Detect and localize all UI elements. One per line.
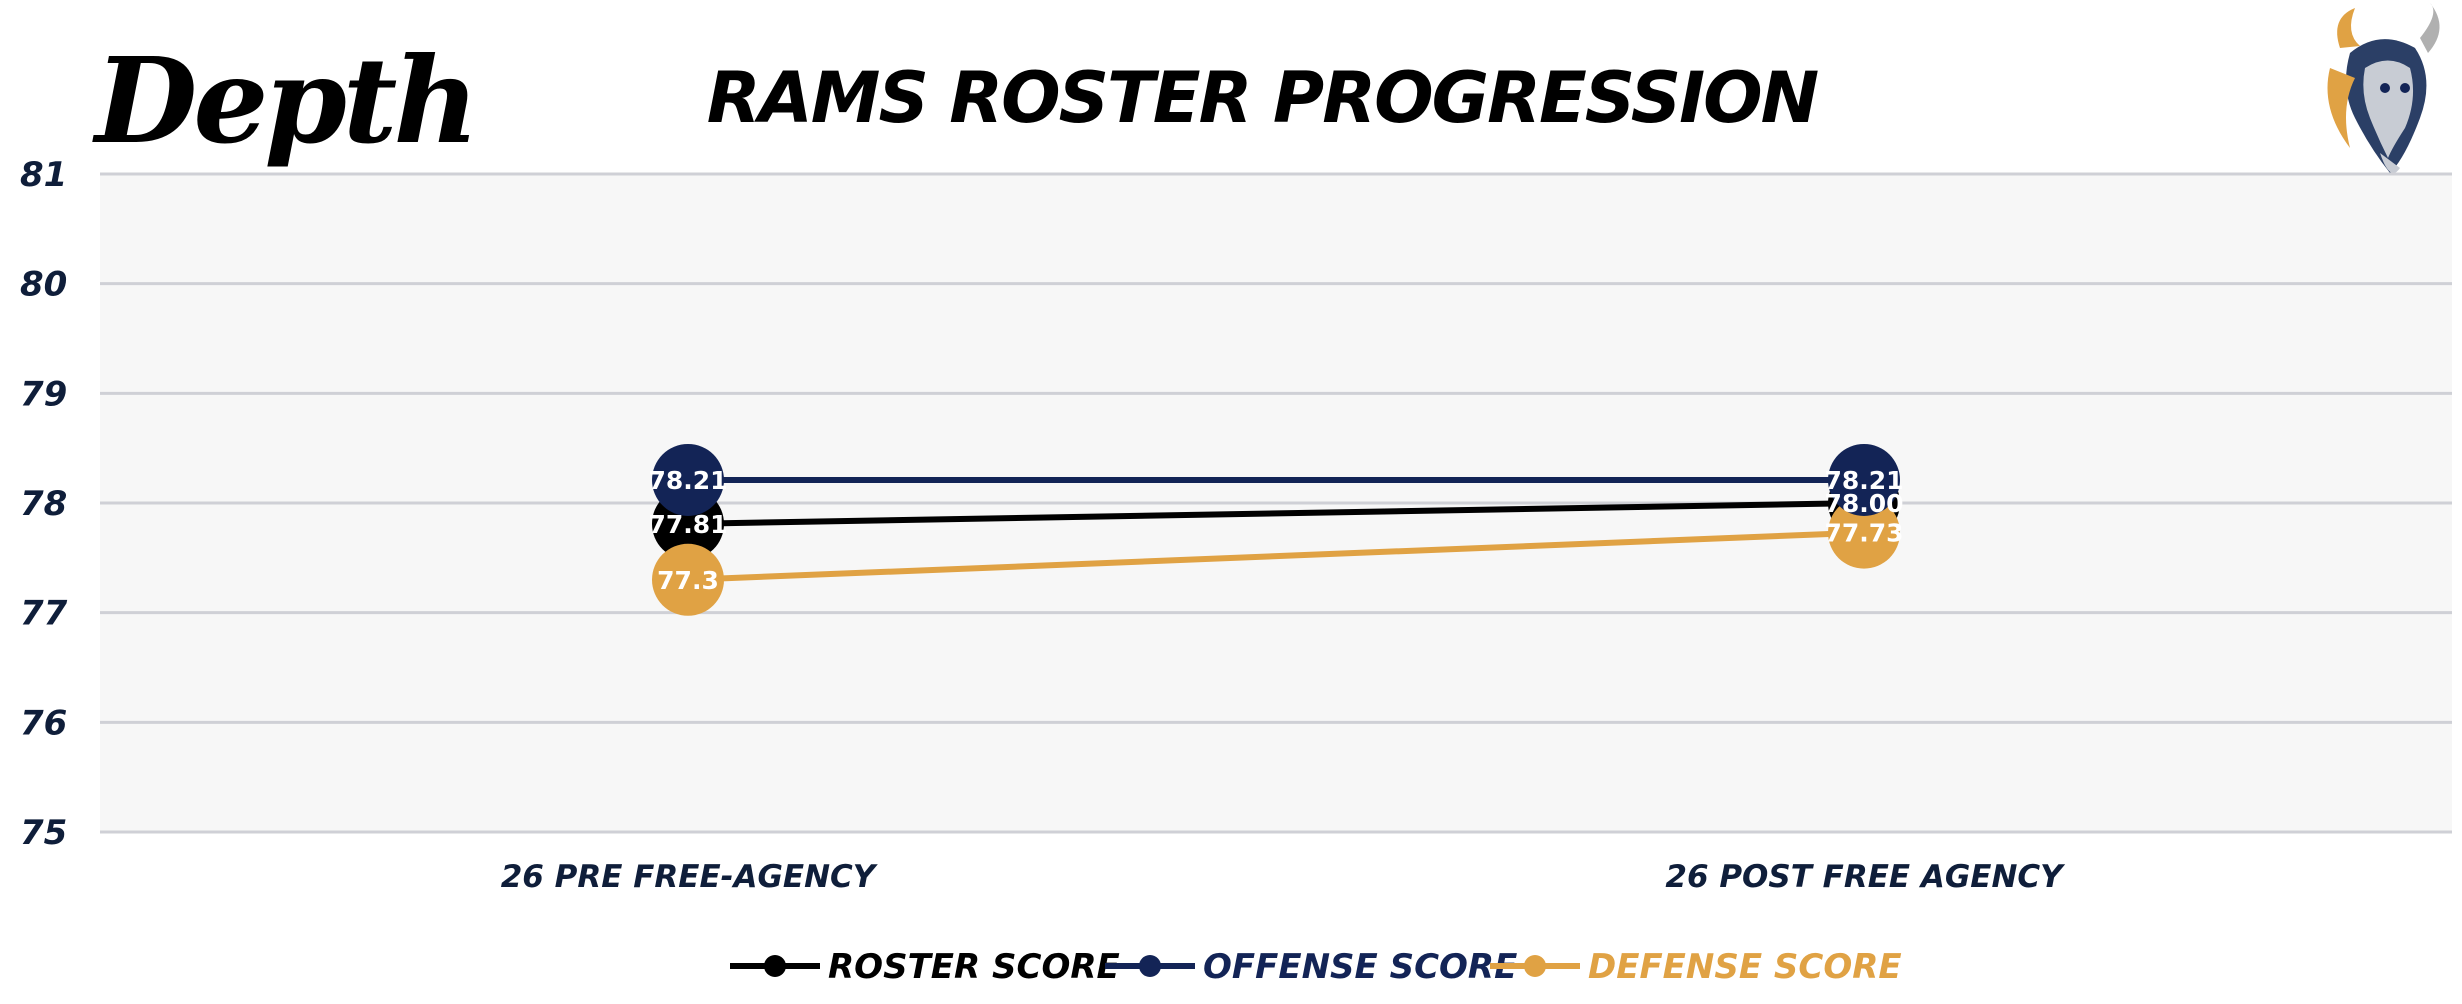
y-tick-label: 75 bbox=[20, 813, 67, 853]
data-label: 77.73 bbox=[1824, 519, 1903, 548]
y-tick-label: 81 bbox=[20, 155, 67, 195]
y-tick-label: 80 bbox=[20, 265, 67, 305]
legend-label: ROSTER SCORE bbox=[828, 947, 1120, 987]
data-label: 78.00 bbox=[1824, 489, 1903, 518]
y-tick-label: 78 bbox=[20, 484, 67, 524]
data-label: 77.81 bbox=[648, 510, 727, 539]
x-tick-label: 26 POST FREE AGENCY bbox=[1665, 859, 2066, 895]
chart-title: RAMS ROSTER PROGRESSION bbox=[707, 57, 1819, 139]
legend-marker bbox=[1524, 955, 1546, 977]
data-point bbox=[1828, 443, 1900, 516]
baseball-stitch-icon bbox=[195, 38, 241, 72]
series-line bbox=[687, 500, 1865, 527]
data-label: 78.21 bbox=[648, 466, 727, 495]
y-axis: 75 76 77 78 79 80 81 bbox=[20, 155, 68, 853]
legend-label: DEFENSE SCORE bbox=[1588, 947, 1902, 987]
depth-logo: Depth bbox=[92, 31, 479, 170]
series-lines bbox=[687, 476, 1865, 583]
logo-text: Depth bbox=[92, 31, 475, 170]
goat-mascot-icon bbox=[2327, 3, 2440, 173]
gridlines bbox=[100, 172, 2452, 834]
x-axis: 26 PRE FREE-AGENCY 26 POST FREE AGENCY bbox=[501, 859, 2066, 895]
x-tick-label: 26 PRE FREE-AGENCY bbox=[501, 859, 879, 895]
data-point bbox=[652, 543, 724, 616]
series-points: 77.81 78.00 77.3 77.73 78.21 78.21 bbox=[648, 443, 1904, 616]
legend-marker bbox=[1139, 955, 1161, 977]
legend-label: OFFENSE SCORE bbox=[1203, 947, 1517, 987]
data-point bbox=[1828, 496, 1900, 569]
series-line bbox=[687, 529, 1865, 583]
legend-marker bbox=[764, 955, 786, 977]
data-label: 78.21 bbox=[1824, 466, 1903, 495]
y-tick-label: 79 bbox=[20, 374, 67, 414]
legend: ROSTER SCORE OFFENSE SCORE DEFENSE SCORE bbox=[730, 947, 1902, 987]
data-point bbox=[652, 443, 724, 516]
y-tick-label: 77 bbox=[20, 594, 68, 634]
data-label: 77.3 bbox=[657, 566, 719, 595]
y-tick-label: 76 bbox=[20, 703, 67, 743]
